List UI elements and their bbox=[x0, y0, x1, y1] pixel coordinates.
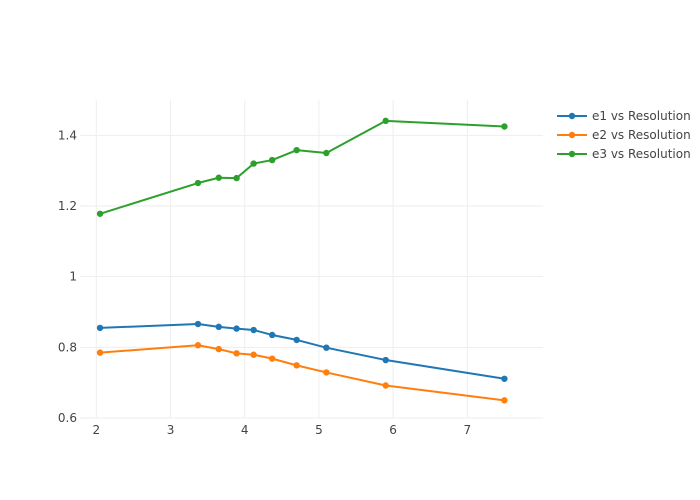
x-tick-label: 5 bbox=[315, 423, 323, 437]
legend-label: e3 vs Resolution bbox=[592, 147, 691, 161]
data-point[interactable] bbox=[250, 351, 257, 358]
data-point[interactable] bbox=[501, 123, 508, 130]
x-tick-label: 3 bbox=[167, 423, 175, 437]
x-tick-label: 7 bbox=[463, 423, 471, 437]
data-point[interactable] bbox=[96, 210, 104, 217]
y-tick-label: 0.6 bbox=[58, 411, 77, 425]
data-point[interactable] bbox=[250, 326, 257, 334]
data-point[interactable] bbox=[323, 369, 330, 376]
legend-item[interactable]: e3 vs Resolution bbox=[557, 147, 691, 161]
data-point[interactable] bbox=[268, 156, 276, 164]
data-point[interactable] bbox=[293, 336, 300, 344]
y-tick-label: 1.4 bbox=[58, 128, 77, 142]
y-tick-label: 1.2 bbox=[58, 199, 77, 213]
data-point[interactable] bbox=[194, 320, 202, 328]
y-axis-ticks: 0.6 0.8 1 1.2 1.4 bbox=[58, 128, 77, 425]
data-point[interactable] bbox=[501, 375, 508, 382]
data-point[interactable] bbox=[323, 149, 330, 157]
series-group bbox=[96, 117, 508, 404]
legend-label: e1 vs Resolution bbox=[592, 109, 691, 123]
x-tick-label: 2 bbox=[93, 423, 101, 437]
legend-swatch-marker bbox=[568, 112, 576, 120]
series-1 bbox=[96, 320, 508, 382]
series-line bbox=[99, 344, 505, 402]
series-3 bbox=[96, 117, 508, 217]
data-point[interactable] bbox=[293, 146, 300, 154]
data-point[interactable] bbox=[323, 344, 330, 351]
data-point[interactable] bbox=[215, 323, 222, 331]
legend-item[interactable]: e2 vs Resolution bbox=[557, 128, 691, 142]
data-point[interactable] bbox=[194, 342, 202, 349]
series-2 bbox=[96, 342, 508, 404]
legend-label: e2 vs Resolution bbox=[592, 128, 691, 142]
data-point[interactable] bbox=[233, 325, 240, 332]
y-tick-label: 1 bbox=[69, 270, 77, 284]
data-point[interactable] bbox=[96, 324, 104, 332]
x-axis-ticks: 2 3 4 5 6 7 bbox=[93, 423, 472, 437]
data-point[interactable] bbox=[382, 356, 389, 364]
data-point[interactable] bbox=[233, 350, 240, 357]
series-line bbox=[99, 323, 505, 380]
data-point[interactable] bbox=[382, 382, 389, 389]
data-point[interactable] bbox=[215, 174, 222, 181]
legend-swatch-marker bbox=[568, 150, 576, 158]
data-point[interactable] bbox=[215, 345, 222, 353]
series-line bbox=[99, 119, 505, 215]
x-tick-label: 6 bbox=[389, 423, 397, 437]
x-tick-label: 4 bbox=[241, 423, 249, 437]
legend-swatch-marker bbox=[568, 131, 576, 139]
data-point[interactable] bbox=[268, 331, 276, 339]
data-point[interactable] bbox=[250, 160, 257, 167]
grid bbox=[80, 100, 543, 419]
data-point[interactable] bbox=[293, 362, 300, 369]
data-point[interactable] bbox=[268, 355, 276, 362]
data-point[interactable] bbox=[96, 349, 104, 356]
data-point[interactable] bbox=[194, 179, 202, 187]
legend[interactable]: e1 vs Resolution e2 vs Resolution e3 vs Re… bbox=[557, 109, 691, 161]
data-point[interactable] bbox=[501, 397, 508, 404]
data-point[interactable] bbox=[382, 117, 389, 125]
data-point[interactable] bbox=[233, 174, 240, 182]
legend-item[interactable]: e1 vs Resolution bbox=[557, 109, 691, 123]
y-tick-label: 0.8 bbox=[58, 340, 77, 354]
